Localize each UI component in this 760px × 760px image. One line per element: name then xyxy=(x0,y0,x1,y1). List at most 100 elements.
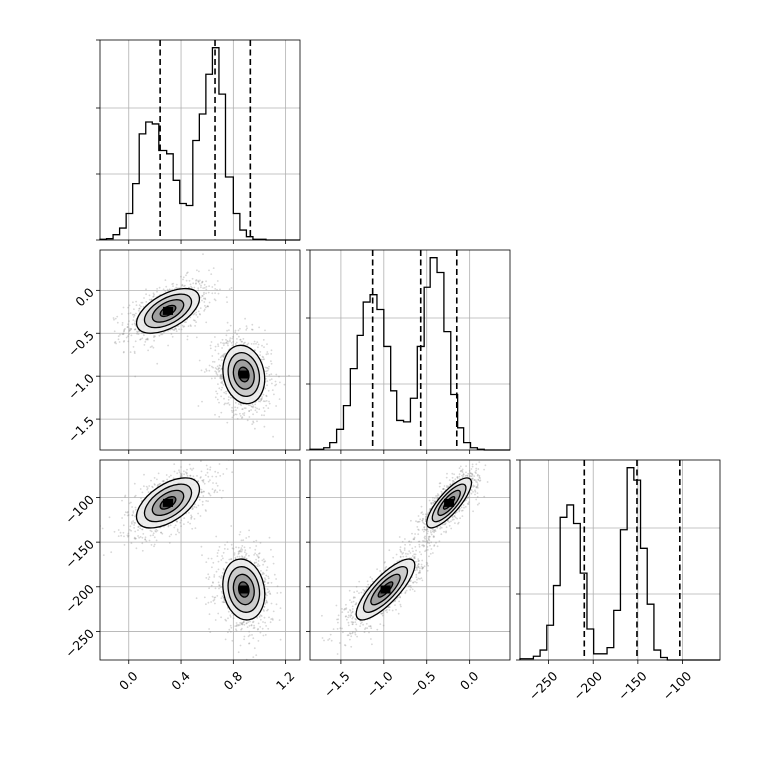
scatter-point xyxy=(257,343,260,346)
scatter-point xyxy=(431,528,434,531)
scatter-point xyxy=(198,495,201,498)
scatter-point xyxy=(219,356,222,359)
scatter-point xyxy=(156,478,158,481)
scatter-point xyxy=(327,639,329,641)
scatter-point xyxy=(220,355,223,358)
scatter-point xyxy=(439,482,442,485)
scatter-point xyxy=(213,361,216,363)
scatter-point xyxy=(226,421,229,424)
scatter-point xyxy=(265,395,268,398)
scatter-point xyxy=(323,639,325,642)
scatter-point xyxy=(244,438,246,440)
scatter-point xyxy=(262,621,264,623)
scatter-point xyxy=(231,639,234,642)
scatter-point xyxy=(212,561,215,564)
scatter-point xyxy=(218,364,221,367)
scatter-point xyxy=(273,393,275,396)
scatter-point xyxy=(350,614,353,617)
scatter-point xyxy=(443,523,446,526)
scatter-point xyxy=(417,533,420,536)
scatter-point xyxy=(220,497,223,499)
scatter-point xyxy=(152,296,155,298)
scatter-point xyxy=(252,421,255,424)
scatter-point xyxy=(168,476,171,478)
scatter-point xyxy=(399,546,402,548)
contour-line-1 xyxy=(232,359,255,390)
scatter-point xyxy=(208,269,210,272)
scatter-point xyxy=(470,472,473,475)
scatter-point xyxy=(418,543,421,546)
scatter-point xyxy=(137,526,140,528)
scatter-point xyxy=(418,520,421,523)
scatter-point xyxy=(238,552,240,554)
scatter-point xyxy=(279,381,281,384)
scatter-point xyxy=(276,592,279,594)
scatter-point xyxy=(202,479,204,482)
scatter-point xyxy=(141,549,144,552)
scatter-point xyxy=(160,333,163,336)
scatter-point xyxy=(241,556,244,558)
scatter-point xyxy=(272,619,274,621)
scatter-point xyxy=(430,533,433,536)
scatter-point xyxy=(161,333,164,336)
scatter-point xyxy=(248,630,251,633)
scatter-point xyxy=(255,558,257,561)
scatter-point xyxy=(458,475,461,478)
scatter-point xyxy=(146,337,149,340)
scatter-point xyxy=(223,403,226,406)
scatter-point xyxy=(178,469,180,472)
scatter-point xyxy=(217,367,220,370)
scatter-point xyxy=(175,328,178,331)
scatter-point xyxy=(213,283,216,286)
scatter-point xyxy=(268,365,270,368)
scatter-point xyxy=(444,523,447,526)
scatter-point xyxy=(222,473,225,475)
scatter-point xyxy=(442,488,445,490)
scatter-point xyxy=(234,413,237,416)
scatter-point xyxy=(200,286,202,289)
scatter-point xyxy=(207,475,210,478)
scatter-point xyxy=(175,286,178,289)
scatter-point xyxy=(197,504,200,507)
scatter-point xyxy=(418,569,421,572)
scatter-point xyxy=(216,288,218,291)
scatter-point xyxy=(420,505,423,508)
panel-content xyxy=(310,460,510,660)
scatter-point xyxy=(260,414,263,417)
scatter-point xyxy=(179,472,182,475)
scatter-point xyxy=(138,330,141,333)
scatter-point xyxy=(214,288,217,290)
scatter-point xyxy=(471,478,473,480)
scatter-point xyxy=(188,511,190,514)
scatter-point xyxy=(153,477,156,479)
scatter-point xyxy=(461,515,464,517)
scatter-point xyxy=(137,529,139,531)
scatter-point xyxy=(222,344,225,347)
scatter-point xyxy=(477,473,479,476)
scatter-point xyxy=(173,328,176,331)
scatter-point xyxy=(123,535,125,538)
scatter-point xyxy=(134,328,137,331)
scatter-point xyxy=(226,342,229,345)
scatter-point xyxy=(153,293,155,296)
scatter-point xyxy=(421,511,423,514)
scatter-point xyxy=(215,372,218,375)
scatter-point xyxy=(415,567,418,570)
scatter-point xyxy=(147,491,150,493)
scatter-point xyxy=(344,615,347,618)
scatter-point xyxy=(216,491,219,493)
scatter-point xyxy=(268,400,270,403)
scatter-point xyxy=(253,561,256,564)
scatter-point xyxy=(450,527,453,530)
scatter-point xyxy=(163,331,165,334)
scatter-point xyxy=(363,631,366,634)
scatter-point xyxy=(222,567,225,570)
scatter-point xyxy=(421,528,424,531)
histogram-panel-1 xyxy=(306,249,511,454)
density-peak xyxy=(163,498,173,507)
density-peak xyxy=(444,498,455,507)
scatter-point xyxy=(442,488,444,490)
scatter-point xyxy=(427,530,429,533)
scatter-point xyxy=(143,485,145,488)
histogram-panel-0 xyxy=(96,39,301,244)
